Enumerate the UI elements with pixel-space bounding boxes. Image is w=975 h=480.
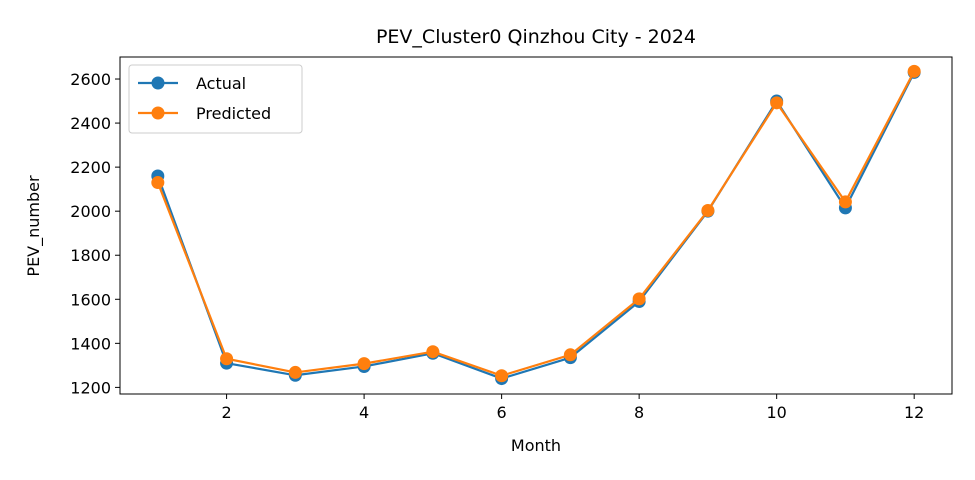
legend-item: Actual — [138, 74, 246, 93]
y-tick-label: 2400 — [70, 114, 111, 133]
legend-marker — [151, 106, 165, 120]
data-point-predicted — [907, 64, 921, 78]
x-tick-label: 6 — [497, 403, 507, 422]
x-tick-label: 8 — [634, 403, 644, 422]
y-tick-label: 1400 — [70, 334, 111, 353]
legend-label: Actual — [196, 74, 246, 93]
y-tick-label: 1200 — [70, 378, 111, 397]
y-tick-label: 1600 — [70, 290, 111, 309]
y-tick-label: 2200 — [70, 158, 111, 177]
series-predicted — [151, 64, 921, 383]
y-axis: 1200 1400 1600 1800 2000 2200 2400 2600 — [70, 70, 120, 397]
y-tick-label: 1800 — [70, 246, 111, 265]
data-point-predicted — [838, 195, 852, 209]
data-point-predicted — [357, 357, 371, 371]
y-tick-label: 2600 — [70, 70, 111, 89]
data-point-predicted — [288, 365, 302, 379]
y-tick-label: 2000 — [70, 202, 111, 221]
plot-frame — [119, 56, 953, 395]
data-point-predicted — [426, 345, 440, 359]
data-point-predicted — [770, 96, 784, 110]
x-tick-label: 4 — [359, 403, 369, 422]
data-point-predicted — [563, 348, 577, 362]
legend-marker — [151, 76, 165, 90]
data-point-predicted — [495, 369, 509, 383]
y-axis-title: PEV_number — [24, 175, 44, 277]
x-tick-label: 2 — [221, 403, 231, 422]
x-axis: 2 4 6 8 10 12 — [221, 394, 924, 422]
data-point-predicted — [220, 352, 234, 366]
chart-title: PEV_Cluster0 Qinzhou City - 2024 — [376, 26, 696, 48]
x-axis-title: Month — [511, 436, 561, 455]
legend-item: Predicted — [138, 104, 271, 123]
data-point-predicted — [701, 204, 715, 218]
x-tick-label: 10 — [766, 403, 786, 422]
plot-area — [151, 64, 921, 386]
data-point-predicted — [632, 292, 646, 306]
data-point-predicted — [151, 176, 165, 190]
x-tick-label: 12 — [904, 403, 924, 422]
series-line-predicted — [156, 70, 916, 377]
legend: Actual Predicted — [128, 64, 303, 134]
legend-label: Predicted — [196, 104, 271, 123]
